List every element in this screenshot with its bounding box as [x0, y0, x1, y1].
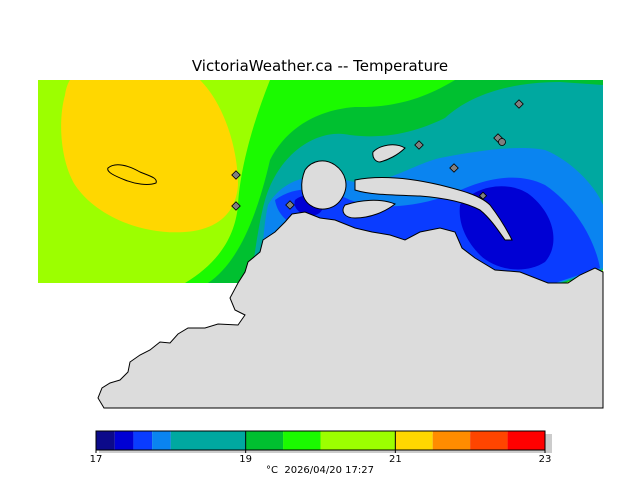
legend-swatch: [114, 431, 134, 450]
legend-swatch: [283, 431, 321, 450]
station-marker: [478, 191, 488, 200]
legend-swatch: [133, 431, 153, 450]
station-marker: [231, 201, 241, 211]
land-mass: [97, 211, 604, 409]
map-title: VictoriaWeather.ca -- Temperature: [191, 57, 449, 75]
saanich-peninsula: [301, 160, 347, 210]
legend-color-bar: [95, 430, 546, 453]
legend-tick-label: 19: [239, 454, 253, 465]
station-marker: [414, 140, 424, 150]
station-marker: [514, 99, 524, 109]
legend-swatch: [96, 431, 115, 450]
legend-tick-label: 23: [538, 454, 552, 465]
spit-landmass: [354, 177, 513, 241]
station-marker: [449, 163, 459, 173]
station-marker: [498, 138, 506, 146]
legend-swatch: [432, 431, 471, 450]
legend-tick-label: 21: [388, 454, 402, 465]
legend-swatch: [320, 431, 396, 450]
legend-timestamp: 2026/04/20 17:27: [284, 465, 374, 476]
north-island: [372, 144, 406, 163]
victoria-harbour-land: [342, 199, 396, 219]
legend-swatch: [395, 431, 433, 450]
legend-caption: °C 2026/04/20 17:27: [0, 465, 640, 476]
station-marker: [231, 170, 241, 180]
legend-swatch: [245, 431, 284, 450]
station-markers: [231, 99, 524, 211]
station-marker: [285, 200, 295, 210]
legend-swatch: [507, 431, 545, 450]
legend-swatch: [152, 431, 171, 450]
legend-tick-label: 17: [89, 454, 103, 465]
contour-21: [38, 80, 238, 233]
legend-unit: °C: [266, 465, 278, 476]
legend-swatch: [170, 431, 246, 450]
legend-swatch: [470, 431, 508, 450]
lake-outline: [107, 164, 157, 185]
